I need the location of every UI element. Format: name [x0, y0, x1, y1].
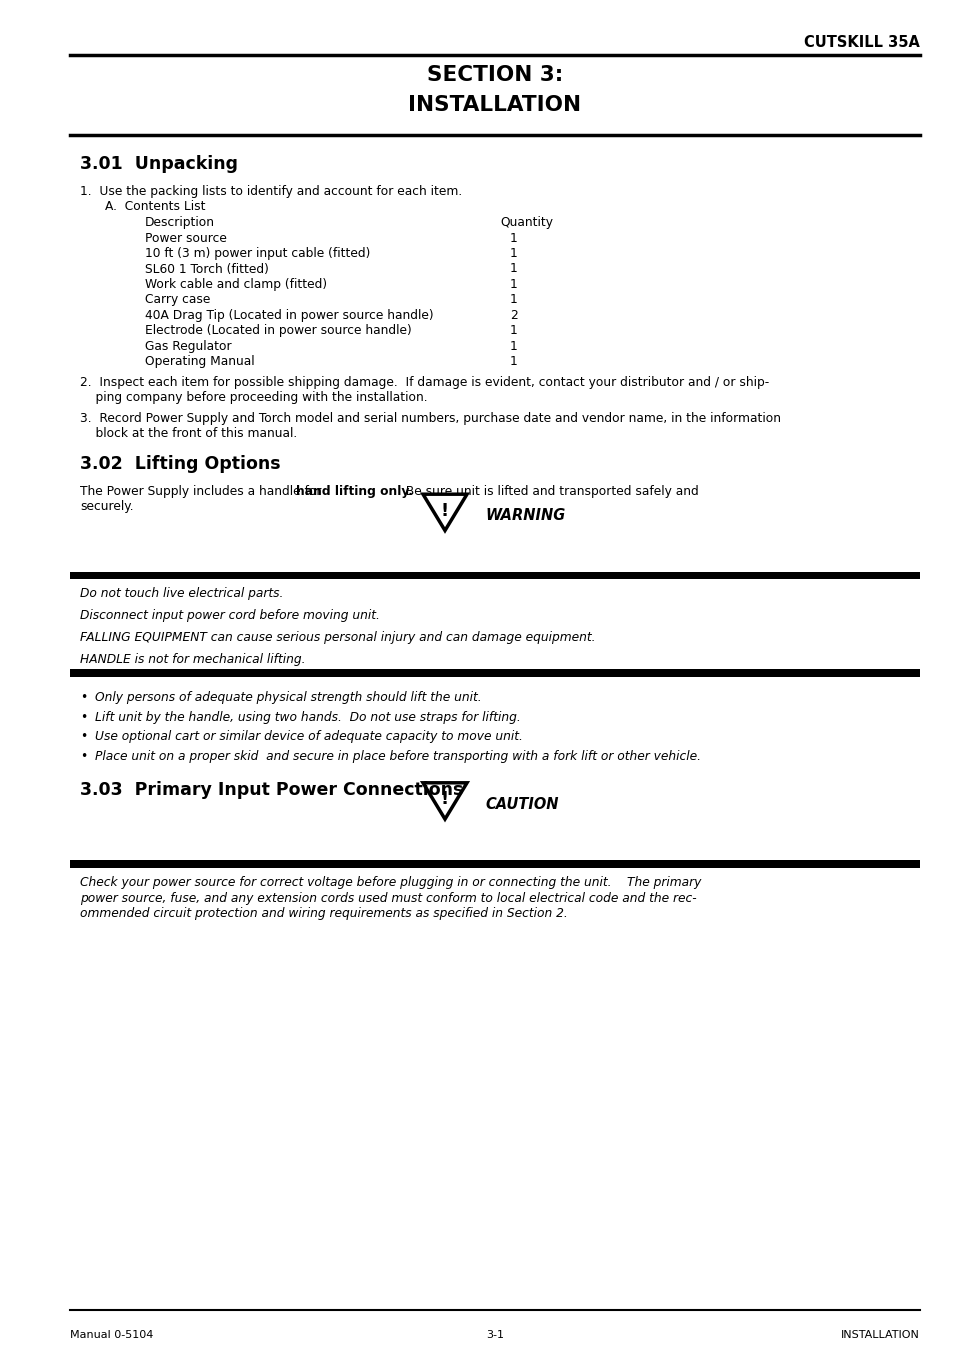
Text: block at the front of this manual.: block at the front of this manual. — [80, 428, 297, 440]
Text: Quantity: Quantity — [499, 216, 553, 230]
Text: 1: 1 — [510, 247, 517, 261]
Bar — [70, 670, 919, 676]
Text: ping company before proceeding with the installation.: ping company before proceeding with the … — [80, 392, 427, 405]
Text: 1: 1 — [510, 340, 517, 352]
Text: 10 ft (3 m) power input cable (fitted): 10 ft (3 m) power input cable (fitted) — [145, 247, 370, 261]
Text: Only persons of adequate physical strength should lift the unit.: Only persons of adequate physical streng… — [95, 691, 481, 705]
Text: INSTALLATION: INSTALLATION — [408, 95, 581, 115]
Text: 1: 1 — [510, 278, 517, 292]
Text: The Power Supply includes a handle for: The Power Supply includes a handle for — [80, 485, 325, 498]
Text: 1: 1 — [510, 324, 517, 338]
Text: power source, fuse, and any extension cords used must conform to local electrica: power source, fuse, and any extension co… — [80, 891, 696, 904]
Text: Do not touch live electrical parts.: Do not touch live electrical parts. — [80, 587, 283, 601]
Text: Place unit on a proper skid  and secure in place before transporting with a fork: Place unit on a proper skid and secure i… — [95, 749, 700, 763]
Text: •: • — [80, 710, 87, 724]
Text: 2: 2 — [510, 309, 517, 323]
Text: Work cable and clamp (fitted): Work cable and clamp (fitted) — [145, 278, 327, 292]
Text: securely.: securely. — [80, 501, 133, 513]
Text: •: • — [80, 691, 87, 705]
Text: Gas Regulator: Gas Regulator — [145, 340, 232, 352]
Text: 40A Drag Tip (Located in power source handle): 40A Drag Tip (Located in power source ha… — [145, 309, 434, 323]
Text: 3-1: 3-1 — [485, 1330, 503, 1341]
Text: 1: 1 — [510, 262, 517, 275]
Text: CUTSKILL 35A: CUTSKILL 35A — [803, 35, 919, 50]
Text: Use optional cart or similar device of adequate capacity to move unit.: Use optional cart or similar device of a… — [95, 730, 522, 742]
Text: Lift unit by the handle, using two hands.  Do not use straps for lifting.: Lift unit by the handle, using two hands… — [95, 710, 520, 724]
Text: Manual 0-5104: Manual 0-5104 — [70, 1330, 153, 1341]
Text: FALLING EQUIPMENT can cause serious personal injury and can damage equipment.: FALLING EQUIPMENT can cause serious pers… — [80, 630, 595, 644]
Text: WARNING: WARNING — [484, 508, 565, 524]
Text: 1: 1 — [510, 231, 517, 244]
Text: SECTION 3:: SECTION 3: — [426, 65, 562, 85]
Text: ommended circuit protection and wiring requirements as specified in Section 2.: ommended circuit protection and wiring r… — [80, 907, 567, 921]
Text: Description: Description — [145, 216, 214, 230]
Text: Disconnect input power cord before moving unit.: Disconnect input power cord before movin… — [80, 609, 379, 622]
Text: Power source: Power source — [145, 231, 227, 244]
Text: INSTALLATION: INSTALLATION — [841, 1330, 919, 1341]
Text: Electrode (Located in power source handle): Electrode (Located in power source handl… — [145, 324, 412, 338]
Text: 3.01  Unpacking: 3.01 Unpacking — [80, 155, 237, 173]
Text: •: • — [80, 749, 87, 763]
Text: CAUTION: CAUTION — [484, 796, 558, 811]
Text: Be sure unit is lifted and transported safely and: Be sure unit is lifted and transported s… — [398, 485, 699, 498]
Text: HANDLE is not for mechanical lifting.: HANDLE is not for mechanical lifting. — [80, 652, 305, 666]
Text: hand lifting only.: hand lifting only. — [296, 485, 413, 498]
Text: 1.  Use the packing lists to identify and account for each item.: 1. Use the packing lists to identify and… — [80, 185, 462, 198]
Text: SL60 1 Torch (fitted): SL60 1 Torch (fitted) — [145, 262, 269, 275]
Text: 3.03  Primary Input Power Connections: 3.03 Primary Input Power Connections — [80, 782, 463, 799]
Text: 3.  Record Power Supply and Torch model and serial numbers, purchase date and ve: 3. Record Power Supply and Torch model a… — [80, 412, 781, 425]
Text: Carry case: Carry case — [145, 293, 211, 306]
Text: 3.02  Lifting Options: 3.02 Lifting Options — [80, 455, 280, 472]
Bar — [70, 572, 919, 579]
Text: !: ! — [440, 502, 449, 520]
Text: •: • — [80, 730, 87, 742]
Text: Operating Manual: Operating Manual — [145, 355, 254, 369]
Text: !: ! — [440, 790, 449, 809]
Bar — [70, 860, 919, 868]
Text: Check your power source for correct voltage before plugging in or connecting the: Check your power source for correct volt… — [80, 876, 700, 890]
Text: A.  Contents List: A. Contents List — [105, 201, 205, 213]
Text: 1: 1 — [510, 293, 517, 306]
Text: 2.  Inspect each item for possible shipping damage.  If damage is evident, conta: 2. Inspect each item for possible shippi… — [80, 377, 768, 389]
Text: 1: 1 — [510, 355, 517, 369]
